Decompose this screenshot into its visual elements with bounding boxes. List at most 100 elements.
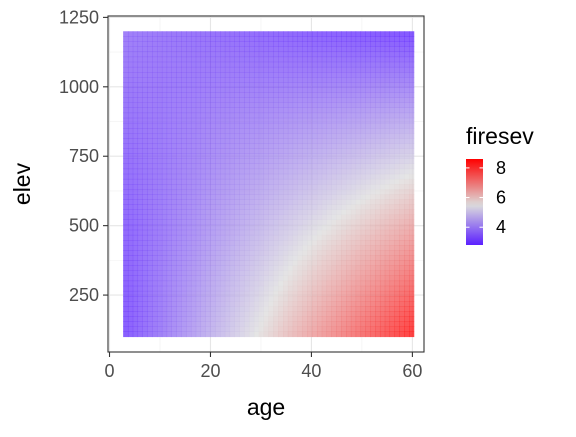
heatmap-tile bbox=[287, 229, 294, 236]
heatmap-tile bbox=[399, 178, 405, 185]
heatmap-tile bbox=[292, 316, 298, 322]
heatmap-tile bbox=[346, 97, 352, 103]
heatmap-tile bbox=[181, 128, 187, 134]
heatmap-tile bbox=[263, 229, 269, 236]
heatmap-tile bbox=[142, 143, 148, 149]
heatmap-tile bbox=[123, 82, 129, 88]
heatmap-tile bbox=[312, 296, 318, 302]
heatmap-tile bbox=[200, 260, 206, 266]
heatmap-tile bbox=[409, 51, 415, 58]
heatmap-tile bbox=[123, 112, 129, 119]
heatmap-tile bbox=[360, 296, 366, 302]
heatmap-tile bbox=[224, 296, 231, 302]
heatmap-tile bbox=[370, 122, 376, 129]
heatmap-tile bbox=[312, 122, 318, 129]
heatmap-tile bbox=[137, 240, 143, 246]
heatmap-tile bbox=[186, 290, 192, 297]
heatmap-tile bbox=[336, 112, 342, 119]
heatmap-tile bbox=[210, 133, 216, 139]
heatmap-tile bbox=[302, 92, 308, 98]
heatmap-tile bbox=[375, 56, 381, 63]
heatmap-tile bbox=[253, 66, 260, 73]
heatmap-tile bbox=[384, 128, 391, 134]
heatmap-tile bbox=[384, 224, 391, 231]
heatmap-tile bbox=[229, 199, 235, 205]
heatmap-tile bbox=[220, 173, 226, 180]
heatmap-tile bbox=[297, 163, 303, 170]
heatmap-tile bbox=[355, 158, 361, 164]
heatmap-tile bbox=[375, 77, 381, 83]
heatmap-tile bbox=[384, 107, 391, 114]
heatmap-tile bbox=[312, 31, 318, 37]
heatmap-tile bbox=[127, 66, 134, 73]
heatmap-tile bbox=[147, 56, 153, 63]
heatmap-tile bbox=[249, 128, 255, 134]
heatmap-tile bbox=[186, 194, 192, 200]
heatmap-tile bbox=[389, 199, 395, 205]
heatmap-tile bbox=[404, 189, 410, 195]
heatmap-tile bbox=[336, 214, 342, 220]
heatmap-tile bbox=[283, 153, 289, 159]
heatmap-tile bbox=[399, 87, 405, 93]
heatmap-tile bbox=[263, 250, 269, 256]
heatmap-tile bbox=[176, 87, 182, 93]
heatmap-tile bbox=[200, 163, 206, 170]
heatmap-tile bbox=[346, 112, 352, 119]
heatmap-tile bbox=[389, 204, 395, 210]
heatmap-tile bbox=[190, 143, 197, 149]
heatmap-tile bbox=[379, 72, 386, 78]
heatmap-tile bbox=[360, 143, 366, 149]
heatmap-tile bbox=[316, 240, 323, 246]
heatmap-tile bbox=[157, 290, 163, 297]
heatmap-tile bbox=[253, 117, 260, 124]
heatmap-tile bbox=[186, 255, 192, 261]
heatmap-tile bbox=[375, 148, 381, 154]
heatmap-tile bbox=[316, 301, 323, 307]
heatmap-tile bbox=[346, 107, 352, 114]
heatmap-tile bbox=[127, 270, 134, 276]
heatmap-tile bbox=[142, 306, 148, 312]
heatmap-tile bbox=[268, 189, 274, 195]
heatmap-tile bbox=[186, 143, 192, 149]
heatmap-tile bbox=[253, 321, 260, 327]
heatmap-tile bbox=[283, 148, 289, 154]
heatmap-tile bbox=[152, 122, 158, 129]
heatmap-tile bbox=[312, 270, 318, 276]
heatmap-tile bbox=[355, 224, 361, 231]
heatmap-tile bbox=[365, 87, 371, 93]
heatmap-tile bbox=[297, 326, 303, 332]
heatmap-tile bbox=[234, 234, 240, 241]
heatmap-tile bbox=[176, 173, 182, 180]
heatmap-tile bbox=[229, 72, 235, 78]
heatmap-tile bbox=[205, 148, 211, 154]
heatmap-tile bbox=[375, 173, 381, 180]
heatmap-tile bbox=[200, 184, 206, 190]
heatmap-tile bbox=[409, 72, 415, 78]
heatmap-tile bbox=[161, 219, 168, 226]
heatmap-tile bbox=[234, 117, 240, 124]
heatmap-tile bbox=[195, 250, 202, 256]
heatmap-tile bbox=[379, 321, 386, 327]
heatmap-tile bbox=[384, 41, 391, 47]
heatmap-tile bbox=[132, 240, 139, 246]
heatmap-tile bbox=[384, 234, 391, 241]
heatmap-tile bbox=[268, 255, 274, 261]
heatmap-tile bbox=[283, 77, 289, 83]
heatmap-tile bbox=[239, 138, 245, 144]
heatmap-tile bbox=[273, 112, 279, 119]
heatmap-tile bbox=[215, 148, 221, 154]
heatmap-tile bbox=[258, 234, 265, 241]
heatmap-tile bbox=[350, 285, 357, 292]
heatmap-tile bbox=[239, 189, 245, 195]
heatmap-tile bbox=[389, 122, 395, 129]
heatmap-tile bbox=[210, 219, 216, 226]
heatmap-tile bbox=[283, 133, 289, 139]
heatmap-tile bbox=[263, 163, 269, 170]
heatmap-tile bbox=[253, 326, 260, 332]
heatmap-tile bbox=[307, 51, 313, 58]
heatmap-tile bbox=[287, 326, 294, 332]
heatmap-tile bbox=[379, 255, 386, 261]
heatmap-tile bbox=[273, 194, 279, 200]
heatmap-tile bbox=[181, 178, 187, 185]
heatmap-tile bbox=[404, 311, 410, 317]
